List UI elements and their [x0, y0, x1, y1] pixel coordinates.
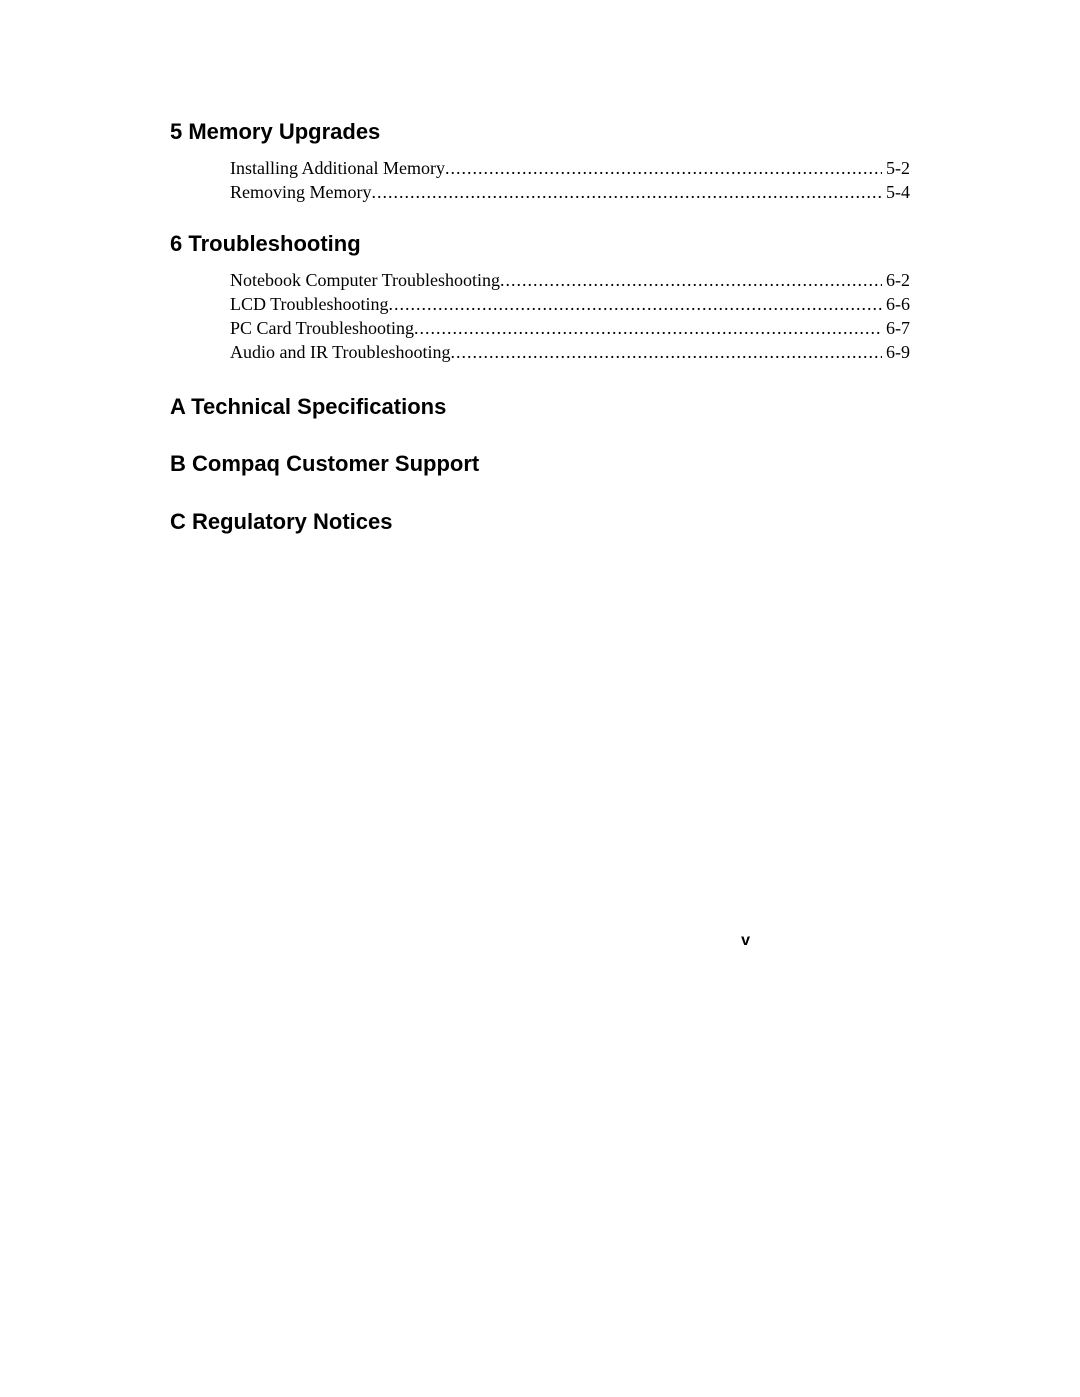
toc-entry-label: Removing Memory [230, 180, 372, 204]
toc-leader [414, 316, 882, 340]
section-heading-a: A Technical Specifications [170, 393, 910, 421]
toc-entry-label: Installing Additional Memory [230, 156, 445, 180]
page-number: v [741, 932, 750, 950]
toc-entry: LCD Troubleshooting 6-6 [230, 292, 910, 316]
toc-entry: Installing Additional Memory 5-2 [230, 156, 910, 180]
section-6-entries: Notebook Computer Troubleshooting 6-2 LC… [230, 268, 910, 365]
toc-leader [372, 180, 883, 204]
toc-entry: Removing Memory 5-4 [230, 180, 910, 204]
toc-entry-page: 6-6 [882, 292, 910, 316]
toc-entry-label: Audio and IR Troubleshooting [230, 340, 451, 364]
toc-leader [500, 268, 882, 292]
document-page: 5 Memory Upgrades Installing Additional … [0, 0, 1080, 1397]
toc-entry: PC Card Troubleshooting 6-7 [230, 316, 910, 340]
toc-entry-page: 6-7 [882, 316, 910, 340]
section-5-entries: Installing Additional Memory 5-2 Removin… [230, 156, 910, 205]
toc-leader [445, 156, 882, 180]
section-heading-6: 6 Troubleshooting [170, 230, 910, 258]
section-heading-5: 5 Memory Upgrades [170, 118, 910, 146]
toc-entry-page: 6-2 [882, 268, 910, 292]
toc-leader [451, 340, 882, 364]
toc-entry: Audio and IR Troubleshooting 6-9 [230, 340, 910, 364]
appendix-headings: A Technical Specifications B Compaq Cust… [170, 393, 910, 536]
section-heading-b: B Compaq Customer Support [170, 450, 910, 478]
toc-entry-page: 5-2 [882, 156, 910, 180]
toc-entry-label: Notebook Computer Troubleshooting [230, 268, 500, 292]
toc-entry-label: PC Card Troubleshooting [230, 316, 414, 340]
toc-entry-label: LCD Troubleshooting [230, 292, 389, 316]
toc-leader [389, 292, 882, 316]
section-heading-c: C Regulatory Notices [170, 508, 910, 536]
toc-entry: Notebook Computer Troubleshooting 6-2 [230, 268, 910, 292]
toc-entry-page: 5-4 [882, 180, 910, 204]
toc-entry-page: 6-9 [882, 340, 910, 364]
